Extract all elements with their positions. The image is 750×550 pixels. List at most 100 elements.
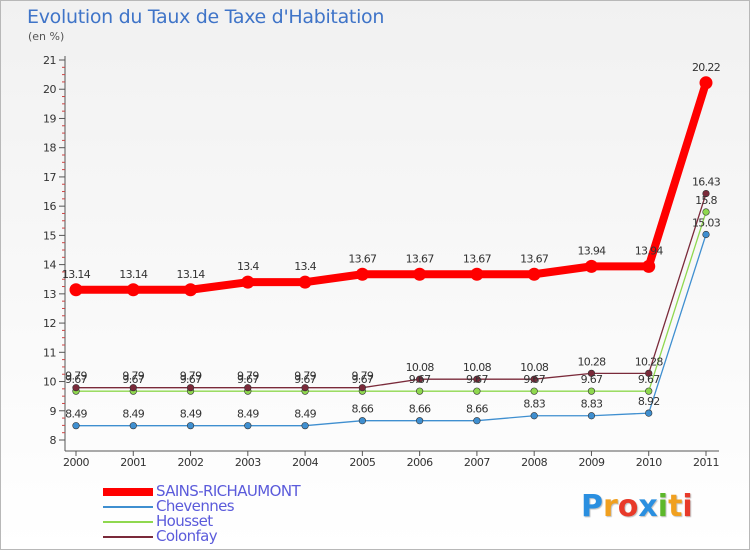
y-tick-label: 15: [43, 229, 56, 242]
data-label: 9.67: [466, 373, 488, 386]
data-point: [413, 267, 427, 281]
data-point: [584, 259, 598, 273]
data-label: 9.79: [180, 370, 202, 383]
chart-unit-label: (en %): [28, 30, 65, 43]
data-point: [473, 417, 481, 425]
legend-swatch: [103, 521, 153, 523]
data-point: [184, 283, 198, 297]
data-point: [530, 375, 538, 383]
x-tick-label: 2001: [120, 456, 146, 469]
data-label: 15.8: [695, 194, 717, 207]
data-point: [355, 267, 369, 281]
series-line-housset: [76, 211, 707, 392]
chart-title: Evolution du Taux de Taxe d'Habitation: [27, 6, 385, 28]
y-tick-label: 19: [43, 112, 56, 125]
data-point: [244, 384, 252, 392]
logo-letter: i: [682, 489, 693, 524]
data-label: 9.67: [237, 373, 259, 386]
data-label: 13.67: [406, 252, 435, 265]
data-label: 10.08: [406, 361, 435, 374]
data-label: 9.79: [237, 370, 259, 383]
y-tick-label: 21: [43, 54, 56, 67]
data-label: 9.79: [294, 370, 316, 383]
logo-letter: r: [603, 489, 618, 524]
series-line-sains-richaumont: [72, 78, 710, 294]
x-tick-label: 2010: [636, 456, 662, 469]
data-label: 9.67: [523, 373, 545, 386]
x-tick-label: 2005: [349, 456, 375, 469]
data-point: [358, 417, 366, 425]
y-tick-label: 11: [43, 346, 56, 359]
data-label: 10.08: [520, 361, 549, 374]
data-point: [702, 230, 710, 239]
x-tick-label: 2011: [693, 456, 719, 469]
data-point: [702, 189, 710, 198]
data-point: [69, 283, 83, 297]
x-tick-label: 2009: [578, 456, 604, 469]
legend-label: Housset: [156, 512, 213, 530]
data-label: 9.67: [180, 373, 202, 386]
data-label: 13.14: [119, 268, 148, 281]
data-point: [470, 267, 484, 281]
data-point: [473, 387, 481, 395]
data-point: [642, 259, 656, 273]
data-label: 9.67: [65, 373, 87, 386]
data-point: [702, 208, 710, 216]
data-point: [530, 412, 538, 420]
data-point: [72, 384, 80, 392]
data-label: 8.66: [352, 403, 374, 416]
data-point: [699, 76, 713, 90]
data-point: [129, 422, 137, 430]
y-tick-label: 14: [43, 259, 56, 272]
data-point: [244, 422, 252, 430]
data-point: [416, 417, 424, 425]
y-tick-label: 16: [43, 200, 56, 213]
logo-letter: P: [581, 489, 603, 524]
x-tick-label: 2006: [407, 456, 433, 469]
data-point: [301, 384, 309, 392]
data-point: [358, 384, 366, 392]
data-point: [186, 384, 195, 392]
y-tick-label: 17: [43, 171, 56, 184]
legend-swatch: [103, 506, 153, 508]
data-label: 8.49: [237, 408, 259, 421]
data-label: 13.4: [237, 260, 259, 273]
y-tick-label: 9: [50, 405, 57, 418]
data-label: 13.67: [463, 252, 492, 265]
y-tick-label: 8: [50, 434, 57, 447]
data-label: 9.67: [581, 373, 603, 386]
data-point: [72, 422, 80, 430]
data-label: 8.49: [180, 408, 202, 421]
data-label: 8.49: [122, 408, 144, 421]
data-label: 16.43: [692, 176, 721, 189]
data-label: 9.79: [122, 370, 144, 383]
data-label: 15.03: [692, 217, 721, 230]
data-point: [416, 375, 424, 383]
data-label: 13.67: [520, 252, 549, 265]
y-tick-label: 13: [43, 288, 56, 301]
x-tick-label: 2003: [235, 456, 261, 469]
legend-swatch: [103, 536, 153, 538]
data-label: 9.67: [122, 373, 144, 386]
data-label: 9.67: [638, 373, 660, 386]
x-tick-label: 2007: [464, 456, 490, 469]
data-point: [301, 422, 309, 430]
data-point: [527, 267, 541, 281]
y-tick-label: 18: [43, 142, 56, 155]
data-label: 8.49: [294, 408, 316, 421]
data-point: [186, 422, 195, 430]
data-label: 9.67: [352, 373, 374, 386]
data-label: 9.79: [352, 370, 374, 383]
series-line-colonfay: [76, 193, 707, 389]
data-point: [645, 369, 653, 377]
data-label: 13.94: [635, 244, 664, 257]
data-point: [298, 275, 312, 289]
legend-swatch: [103, 488, 153, 496]
data-label: 13.14: [177, 268, 206, 281]
data-label: 8.83: [523, 398, 545, 411]
data-point: [129, 384, 137, 392]
logo-letter: x: [638, 489, 658, 524]
series-line-chevennes: [76, 234, 707, 427]
data-label: 20.22: [692, 61, 720, 74]
data-label: 10.08: [463, 361, 492, 374]
